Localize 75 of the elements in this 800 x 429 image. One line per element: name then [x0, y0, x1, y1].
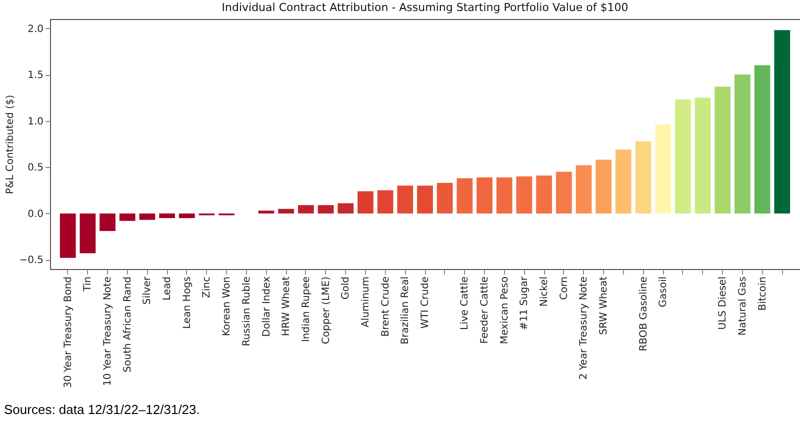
x-tick-label: HRW Wheat [281, 276, 292, 336]
bar [734, 74, 750, 214]
x-tick-label: Korean Won [222, 276, 233, 336]
x-tick-label: Silver [142, 276, 154, 305]
x-tick-label: Lead [162, 276, 174, 301]
bar [119, 213, 136, 221]
bar [516, 176, 532, 214]
x-tick-label: Brazilian Real [400, 276, 412, 344]
bar [496, 177, 512, 214]
bar [774, 30, 790, 214]
x-tick-label: Russian Ruble [241, 276, 252, 346]
bar [476, 177, 492, 214]
x-tick-label: Brent Crude [380, 276, 392, 337]
x-tick-label: Live Cattle [460, 276, 471, 330]
bar [318, 205, 334, 214]
bar [358, 191, 374, 214]
x-tick-label: 10 Year Treasury Note [102, 276, 114, 386]
bar [714, 86, 731, 214]
y-tick-label: 1.0 [28, 116, 44, 128]
y-tick-label: 2.0 [28, 24, 44, 35]
x-tick-label: Mexican Peso [499, 276, 510, 344]
bar [338, 203, 354, 214]
bar [80, 213, 96, 254]
x-tick-label: 30 Year Treasury Bond [62, 276, 74, 388]
x-tick-label: RBOB Gasoline [638, 276, 650, 352]
bar [596, 160, 612, 214]
x-tick-label: Corn [558, 276, 570, 300]
y-tick-label: 1.5 [28, 70, 44, 82]
x-tick-label: Gold [340, 276, 352, 300]
x-tick-label: Copper (LME) [320, 276, 332, 344]
bar [675, 100, 691, 214]
y-tick-label: −0.5 [19, 255, 44, 266]
y-tick-label: 0.5 [28, 162, 44, 174]
bar [635, 141, 652, 214]
x-tick-label: #11 Sugar [519, 276, 530, 330]
bar [377, 190, 394, 214]
bar [436, 182, 453, 214]
source-note: Sources: data 12/31/22–12/31/23. [3, 401, 201, 419]
x-tick-label: Bitcoin [757, 276, 768, 311]
x-tick-label: Nickel [539, 276, 550, 307]
bar [456, 178, 473, 214]
bar [298, 205, 314, 214]
x-tick-label: Natural Gas [737, 276, 748, 336]
bar [178, 213, 195, 218]
x-tick-label: South African Rand [122, 276, 134, 372]
bar [754, 65, 770, 214]
bar [556, 172, 572, 214]
bar [694, 98, 711, 214]
bar [139, 213, 156, 220]
chart-title: Individual Contract Attribution - Assuming Starting Portfolio Value of $100 [222, 1, 628, 14]
bar [655, 124, 672, 214]
bar [536, 175, 552, 214]
x-tick-label: Indian Rupee [300, 276, 312, 342]
x-tick-label: Dollar Index [261, 276, 272, 337]
x-tick-label: ULS Diesel [718, 276, 729, 330]
y-tick-label: 0.0 [28, 208, 44, 220]
bar [159, 213, 175, 218]
bar [60, 213, 76, 258]
x-tick-label: Aluminum [360, 276, 372, 328]
x-tick-label: 2 Year Treasury Note [578, 276, 590, 380]
y-axis-title: P&L Contributed ($) [5, 94, 16, 194]
x-tick-label: WTI Crude [420, 276, 431, 329]
x-tick-label: Tin [82, 276, 94, 292]
bar [615, 150, 632, 214]
x-tick-label: Gasoil [658, 276, 670, 308]
x-tick-label: Lean Hogs [182, 276, 193, 329]
bar [278, 208, 294, 214]
bar [417, 186, 433, 214]
bar [576, 165, 592, 214]
bar [258, 210, 274, 214]
x-tick-label: SRW Wheat [598, 276, 610, 335]
bar [397, 186, 414, 214]
x-tick-label: Zinc [202, 276, 213, 298]
bar [100, 213, 116, 232]
x-tick-label: Feeder Cattle [480, 276, 491, 344]
